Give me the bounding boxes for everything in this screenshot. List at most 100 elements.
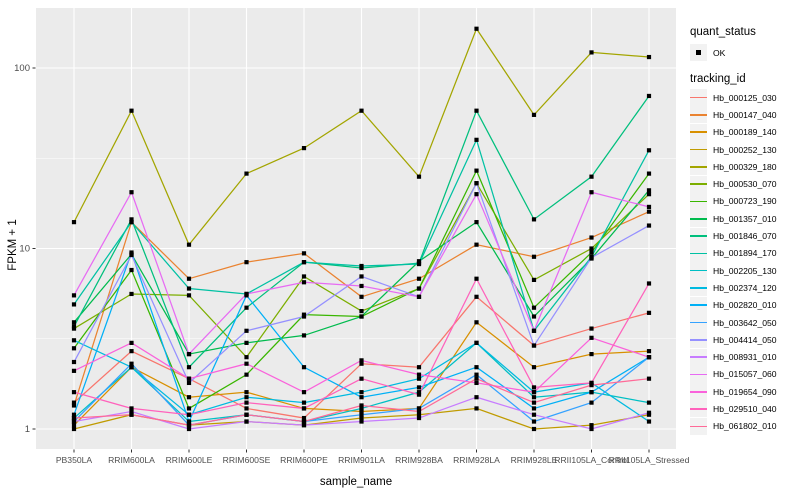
- data-point: [129, 190, 134, 195]
- data-point: [646, 410, 652, 415]
- data-point: [474, 181, 479, 186]
- data-point: [301, 314, 307, 319]
- data-point: [646, 93, 652, 99]
- x-axis-title: sample_name: [319, 476, 393, 488]
- legend-tracking-id-title: tracking_id: [690, 73, 746, 85]
- data-point: [474, 242, 479, 247]
- legend-item-Hb_000530_070: Hb_000530_070: [690, 175, 800, 193]
- data-point: [646, 400, 652, 405]
- data-point: [589, 426, 594, 432]
- legend-key-box: [690, 314, 707, 331]
- legend-color-line-icon: [690, 235, 707, 237]
- data-point: [301, 260, 307, 265]
- data-point: [186, 351, 192, 357]
- legend-item-label: Hb_019654_090: [713, 386, 777, 397]
- data-point: [531, 400, 537, 405]
- data-point: [589, 326, 594, 331]
- data-point: [71, 419, 77, 424]
- data-point: [71, 403, 77, 408]
- legend-item-label: Hb_029510_040: [713, 403, 777, 414]
- data-point: [129, 220, 134, 225]
- data-point: [71, 415, 77, 421]
- data-point: [359, 308, 364, 314]
- legend-item-Hb_004414_050: Hb_004414_050: [690, 331, 800, 349]
- legend-key-box: [690, 210, 707, 228]
- data-point: [359, 263, 364, 269]
- data-point: [244, 372, 249, 377]
- data-point: [186, 426, 192, 432]
- data-point: [71, 426, 77, 432]
- data-point: [589, 400, 594, 405]
- data-point: [646, 188, 652, 193]
- data-point: [359, 409, 364, 414]
- data-point: [301, 400, 307, 405]
- data-point: [301, 423, 307, 428]
- data-point: [129, 252, 134, 258]
- data-point: [359, 108, 364, 113]
- legend-color-line-icon: [690, 131, 707, 134]
- legend-key-box: [690, 331, 707, 349]
- data-point: [186, 406, 192, 411]
- data-point: [474, 168, 479, 173]
- data-point: [301, 333, 307, 338]
- legend-key-box: [690, 296, 707, 314]
- data-point: [646, 281, 652, 286]
- data-point: [359, 419, 364, 424]
- data-point: [646, 209, 652, 214]
- legend-key-box: [690, 141, 707, 159]
- y-tick-label: 10: [19, 244, 30, 255]
- data-point: [474, 365, 479, 370]
- data-point: [301, 365, 307, 370]
- data-point: [474, 220, 479, 225]
- data-point: [531, 385, 537, 390]
- x-tick-label: RRIM928LA: [453, 455, 500, 465]
- data-point: [589, 50, 594, 55]
- x-tick-label: RRII105LA_Stressed: [609, 455, 690, 465]
- data-point: [129, 365, 134, 370]
- data-point: [589, 380, 594, 386]
- data-point: [531, 328, 537, 333]
- data-point: [71, 324, 77, 329]
- legend-item-Hb_001357_010: Hb_001357_010: [690, 210, 800, 228]
- legend-item-Hb_008931_010: Hb_008931_010: [690, 348, 800, 366]
- data-point: [474, 320, 479, 325]
- legend-item-Hb_000147_040: Hb_000147_040: [690, 106, 800, 124]
- data-point: [244, 395, 249, 400]
- data-point: [186, 419, 192, 424]
- data-point: [416, 406, 422, 411]
- data-point: [129, 349, 134, 354]
- legend-item-label: Hb_000329_180: [713, 161, 777, 172]
- data-point: [129, 361, 134, 366]
- data-point: [646, 355, 652, 360]
- data-point: [474, 376, 479, 381]
- data-point: [71, 368, 77, 373]
- data-point: [359, 395, 364, 400]
- legend-item-label: Hb_002820_010: [713, 300, 777, 311]
- x-tick-label: RRIM600LA: [108, 455, 155, 465]
- data-point: [244, 390, 249, 395]
- legend-item-label: Hb_008931_010: [713, 352, 777, 363]
- legend-key-box: [690, 244, 707, 262]
- data-point: [646, 310, 652, 315]
- data-point: [71, 293, 77, 298]
- data-point: [129, 250, 134, 255]
- data-point: [244, 412, 249, 417]
- data-point: [129, 340, 134, 345]
- legend-color-line-icon: [690, 148, 707, 151]
- data-point: [71, 400, 77, 405]
- data-point: [186, 365, 192, 370]
- data-point: [359, 294, 364, 299]
- data-point: [646, 204, 652, 210]
- legend-key-box: [690, 262, 707, 280]
- legend-color-line-icon: [690, 408, 707, 410]
- legend-item-Hb_002820_010: Hb_002820_010: [690, 296, 800, 314]
- legend-color-line-icon: [690, 166, 707, 168]
- data-point: [186, 293, 192, 298]
- data-point: [301, 415, 307, 421]
- data-point: [244, 355, 249, 360]
- data-point: [301, 406, 307, 411]
- data-point: [531, 112, 537, 117]
- data-point: [186, 423, 192, 428]
